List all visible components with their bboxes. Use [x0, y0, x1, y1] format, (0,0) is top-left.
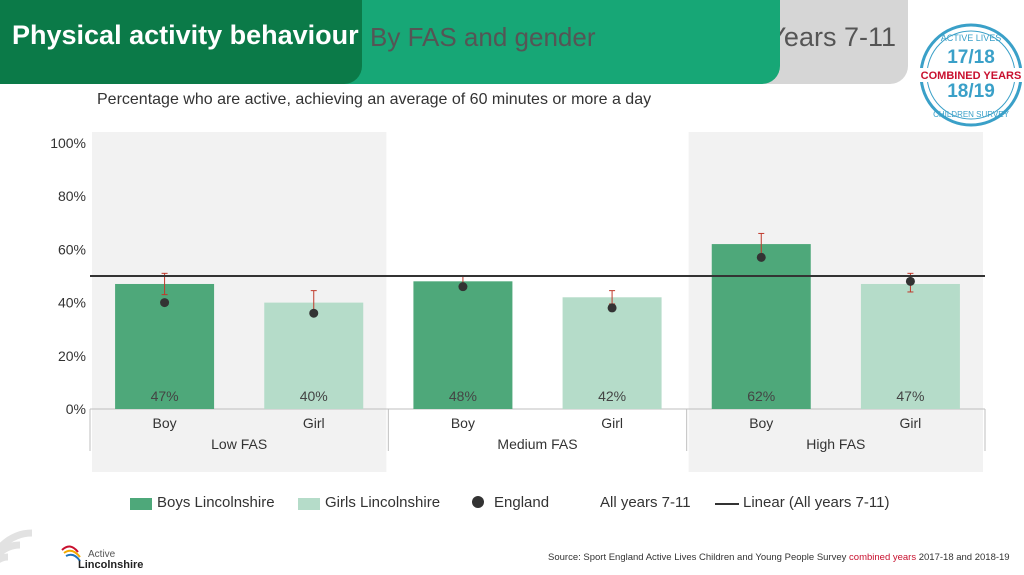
chart-title: Percentage who are active, achieving an …	[97, 91, 652, 108]
data-label: 47%	[896, 388, 924, 404]
y-tick-label: 80%	[58, 188, 86, 204]
data-label: 42%	[598, 388, 626, 404]
badge-year1: 17/18	[947, 47, 995, 68]
active-lincolnshire-logo	[0, 529, 81, 563]
x-tick-label: Girl	[303, 415, 325, 431]
x-tick-label: Girl	[601, 415, 623, 431]
legend-line-linear	[715, 503, 739, 505]
badge-bottom-text: CHILDREN SURVEY	[933, 110, 1010, 119]
england-point	[607, 303, 617, 313]
england-point	[160, 298, 170, 308]
combined-years-badge: ACTIVE LIVES 17/18 COMBINED YEARS 18/19 …	[917, 23, 1024, 127]
x-tick-label: Boy	[153, 415, 177, 431]
legend-label-girls: Girls Lincolnshire	[325, 494, 441, 511]
data-label: 48%	[449, 388, 477, 404]
bar	[413, 281, 513, 409]
source-highlight: combined years	[849, 552, 917, 563]
x-tick-label: Boy	[749, 415, 773, 431]
data-label: 62%	[747, 388, 775, 404]
x-tick-label: Girl	[900, 415, 922, 431]
header-title-panel: Physical activity behaviour	[0, 0, 362, 84]
bar	[711, 244, 811, 409]
page-title: Physical activity behaviour	[12, 20, 359, 50]
data-label: 47%	[151, 388, 179, 404]
legend-dot-england	[472, 496, 484, 508]
logo-line1: Active	[88, 549, 116, 560]
england-point	[756, 252, 766, 262]
bar	[562, 297, 662, 409]
legend-label-linear: Linear (All years 7-11)	[743, 494, 890, 511]
legend-label-all-years: All years 7-11	[600, 494, 691, 511]
england-point	[309, 308, 319, 318]
bar-chart: 0% 20% 40% 60% 80% 100% 47% Boy 40% Girl 48% Boy 42%…	[50, 132, 986, 472]
x-tick-label: Boy	[451, 415, 475, 431]
years-label: Years 7-11	[768, 22, 896, 52]
legend-swatch-girls	[298, 498, 320, 510]
group-label: Low FAS	[211, 436, 267, 452]
legend-label-boys: Boys Lincolnshire	[157, 494, 275, 511]
y-tick-label: 0%	[66, 401, 86, 417]
y-tick-label: 60%	[58, 241, 86, 257]
logo-line2: Lincolnshire	[78, 559, 144, 571]
page-subtitle: By FAS and gender	[370, 22, 596, 52]
bar	[264, 302, 364, 409]
data-label: 40%	[300, 388, 328, 404]
england-point	[458, 282, 468, 292]
y-tick-label: 20%	[58, 348, 86, 364]
legend-swatch-boys	[130, 498, 152, 510]
badge-top-text: ACTIVE LIVES	[941, 33, 1002, 43]
source-suffix: 2017-18 and 2018-19	[916, 552, 1010, 563]
group-label: High FAS	[806, 436, 865, 452]
badge-combined: COMBINED YEARS	[921, 70, 1022, 82]
group-label: Medium FAS	[497, 436, 577, 452]
source-note: Source: Sport England Active Lives Child…	[548, 552, 1010, 563]
legend-label-england: England	[494, 494, 550, 511]
england-point	[905, 276, 915, 286]
bar	[860, 283, 960, 409]
y-tick-label: 40%	[58, 295, 86, 311]
badge-year2: 18/19	[947, 81, 995, 102]
y-tick-label: 100%	[50, 135, 86, 151]
source-prefix: Source: Sport England Active Lives Child…	[548, 552, 850, 563]
header-subtitle-panel: By FAS and gender	[340, 0, 780, 84]
